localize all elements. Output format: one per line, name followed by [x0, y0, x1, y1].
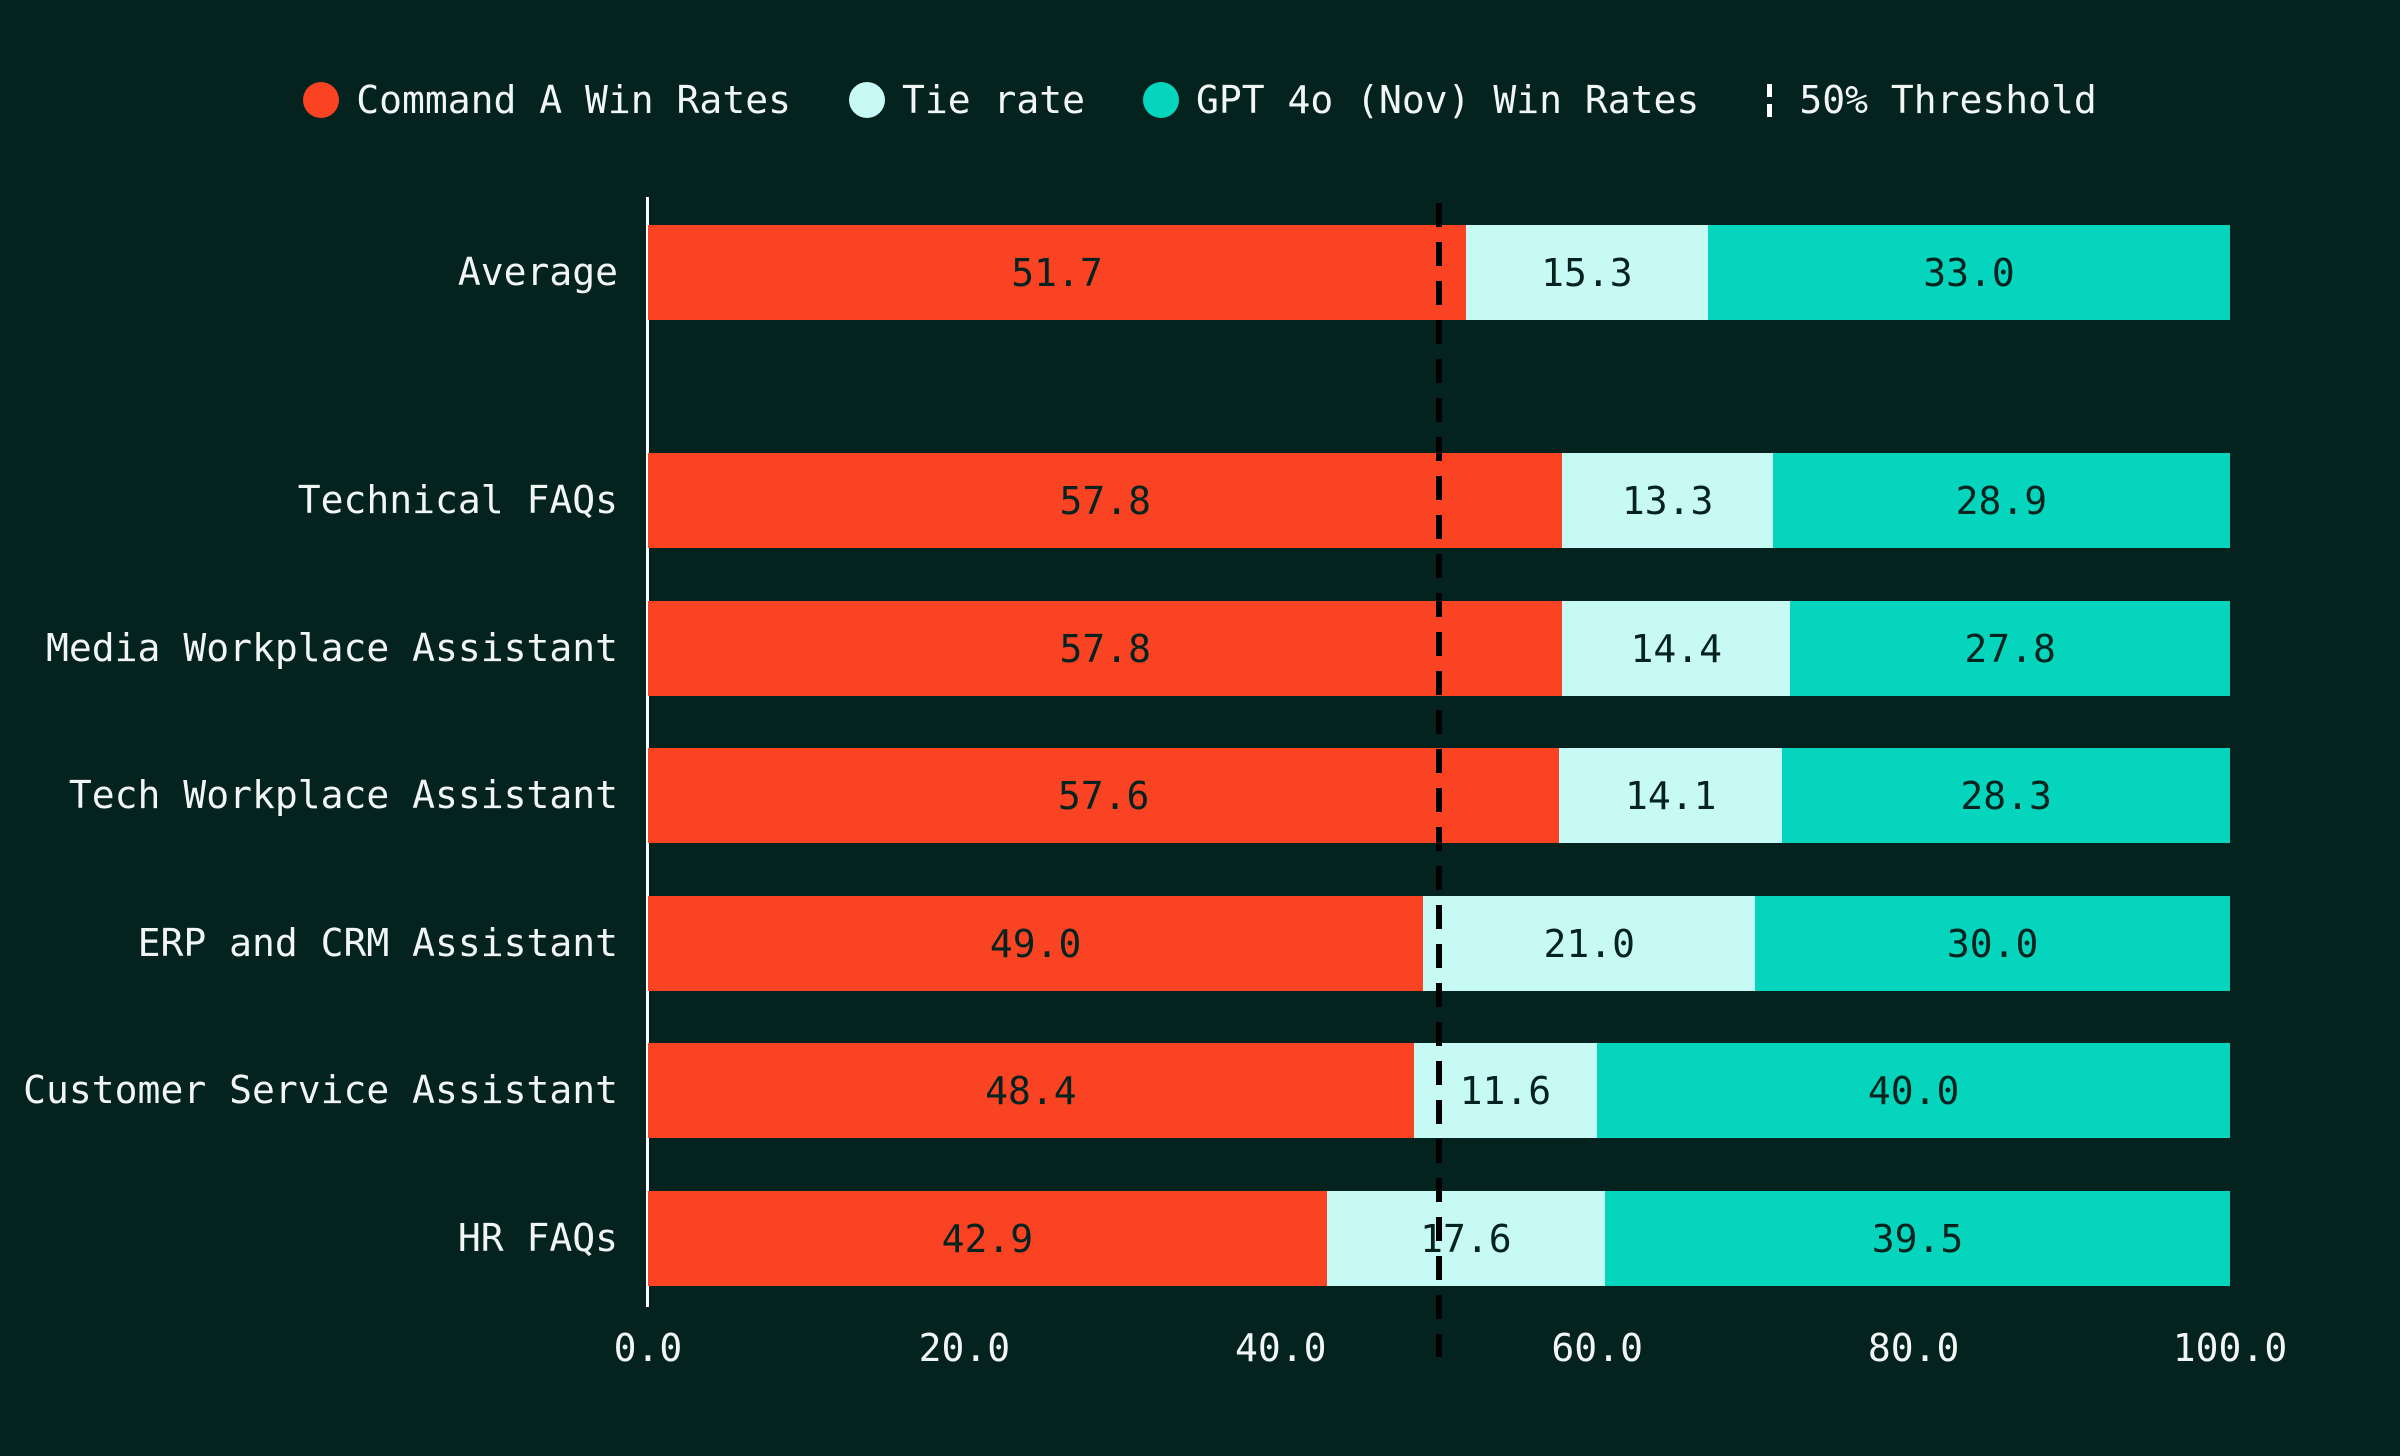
legend-item-command-a: Command A Win Rates — [303, 76, 791, 124]
segment-value: 57.8 — [1059, 478, 1151, 523]
category-label: Media Workplace Assistant — [46, 626, 618, 670]
segment-value: 21.0 — [1543, 921, 1636, 966]
category-label: Tech Workplace Assistant — [68, 773, 618, 817]
gpt4o-segment: 33.0 — [1707, 225, 2230, 320]
tie-rate-dot-icon — [848, 82, 885, 118]
x-axis-tick-label: 0.0 — [613, 1326, 683, 1370]
legend-item-tie-rate: Tie rate — [848, 76, 1085, 124]
command-a-segment: 57.6 — [648, 748, 1560, 843]
bar-row: Technical FAQs 57.8 13.3 28.9 — [0, 453, 2400, 548]
legend-label-threshold: 50% Threshold — [1799, 78, 2097, 122]
tie-segment: 15.3 — [1465, 225, 1708, 320]
segment-value: 15.3 — [1541, 250, 1633, 295]
segment-value: 49.0 — [989, 921, 1082, 966]
segment-value: 42.9 — [941, 1216, 1034, 1261]
bar-track: 49.0 21.0 30.0 — [648, 896, 2230, 991]
segment-value: 27.8 — [1964, 626, 2056, 671]
segment-value: 17.6 — [1420, 1216, 1512, 1261]
segment-value: 39.5 — [1871, 1216, 1964, 1261]
category-label: Average — [457, 250, 618, 294]
bar-track: 57.6 14.1 28.3 — [648, 748, 2230, 843]
bar-row: HR FAQs 42.9 17.6 39.5 — [0, 1191, 2400, 1286]
segment-value: 14.1 — [1624, 773, 1717, 818]
gpt4o-segment: 39.5 — [1605, 1191, 2230, 1286]
segment-value: 28.9 — [1955, 478, 2048, 523]
gpt4o-segment: 30.0 — [1755, 896, 2230, 991]
segment-value: 33.0 — [1923, 250, 2015, 295]
command-a-dot-icon — [303, 82, 340, 118]
category-label: ERP and CRM Assistant — [137, 921, 618, 965]
segment-value: 30.0 — [1946, 921, 2039, 966]
x-axis-tick-label: 20.0 — [918, 1326, 1011, 1370]
legend-label-tie-rate: Tie rate — [901, 78, 1085, 122]
bar-track: 48.4 11.6 40.0 — [648, 1043, 2230, 1138]
bar-row: Tech Workplace Assistant 57.6 14.1 28.3 — [0, 748, 2400, 843]
segment-value: 57.8 — [1059, 626, 1151, 671]
threshold-line — [1436, 203, 1442, 1357]
legend-label-gpt4o: GPT 4o (Nov) Win Rates — [1195, 78, 1700, 122]
segment-value: 40.0 — [1867, 1068, 1960, 1113]
legend-item-threshold: 50% Threshold — [1757, 76, 2097, 124]
tie-segment: 21.0 — [1423, 896, 1756, 991]
x-axis-tick-label: 100.0 — [2172, 1326, 2288, 1370]
bar-row: Customer Service Assistant 48.4 11.6 40.0 — [0, 1043, 2400, 1138]
segment-value: 11.6 — [1459, 1068, 1552, 1113]
segment-value: 14.4 — [1630, 626, 1723, 671]
bar-row: Media Workplace Assistant 57.8 14.4 27.8 — [0, 601, 2400, 696]
chart-legend: Command A Win Rates Tie rate GPT 4o (Nov… — [0, 76, 2400, 124]
gpt4o-segment: 28.3 — [1782, 748, 2230, 843]
segment-value: 28.3 — [1960, 773, 2052, 818]
bar-track: 57.8 14.4 27.8 — [648, 601, 2230, 696]
category-label: Customer Service Assistant — [23, 1068, 618, 1112]
command-a-segment: 51.7 — [648, 225, 1466, 320]
gpt4o-segment: 40.0 — [1597, 1043, 2230, 1138]
segment-value: 48.4 — [985, 1068, 1077, 1113]
bar-track: 57.8 13.3 28.9 — [648, 453, 2230, 548]
gpt4o-segment: 28.9 — [1772, 453, 2230, 548]
category-label: HR FAQs — [457, 1216, 618, 1260]
command-a-segment: 57.8 — [648, 601, 1563, 696]
dashed-line-icon — [1767, 83, 1773, 117]
segment-value: 13.3 — [1621, 478, 1714, 523]
legend-label-command-a: Command A Win Rates — [356, 78, 791, 122]
segment-value: 57.6 — [1057, 773, 1150, 818]
command-a-segment: 42.9 — [648, 1191, 1327, 1286]
segment-value: 51.7 — [1011, 250, 1103, 295]
command-a-segment: 57.8 — [648, 453, 1563, 548]
legend-item-gpt4o: GPT 4o (Nov) Win Rates — [1142, 76, 1700, 124]
gpt4o-segment: 27.8 — [1790, 601, 2230, 696]
x-axis-tick-label: 60.0 — [1551, 1326, 1643, 1370]
category-label: Technical FAQs — [297, 478, 618, 522]
bar-row: Average 51.7 15.3 33.0 — [0, 225, 2400, 320]
x-axis-tick-label: 80.0 — [1867, 1326, 1960, 1370]
x-axis-tick-label: 40.0 — [1235, 1326, 1327, 1370]
command-a-segment: 49.0 — [648, 896, 1424, 991]
tie-segment: 14.1 — [1559, 748, 1783, 843]
y-axis-line — [646, 197, 649, 1307]
bar-track: 42.9 17.6 39.5 — [648, 1191, 2230, 1286]
tie-segment: 11.6 — [1413, 1043, 1598, 1138]
bar-row: ERP and CRM Assistant 49.0 21.0 30.0 — [0, 896, 2400, 991]
command-a-segment: 48.4 — [648, 1043, 1414, 1138]
bar-track: 51.7 15.3 33.0 — [648, 225, 2230, 320]
tie-segment: 14.4 — [1562, 601, 1791, 696]
gpt4o-dot-icon — [1142, 82, 1179, 118]
tie-segment: 17.6 — [1326, 1191, 1606, 1286]
tie-segment: 13.3 — [1562, 453, 1773, 548]
